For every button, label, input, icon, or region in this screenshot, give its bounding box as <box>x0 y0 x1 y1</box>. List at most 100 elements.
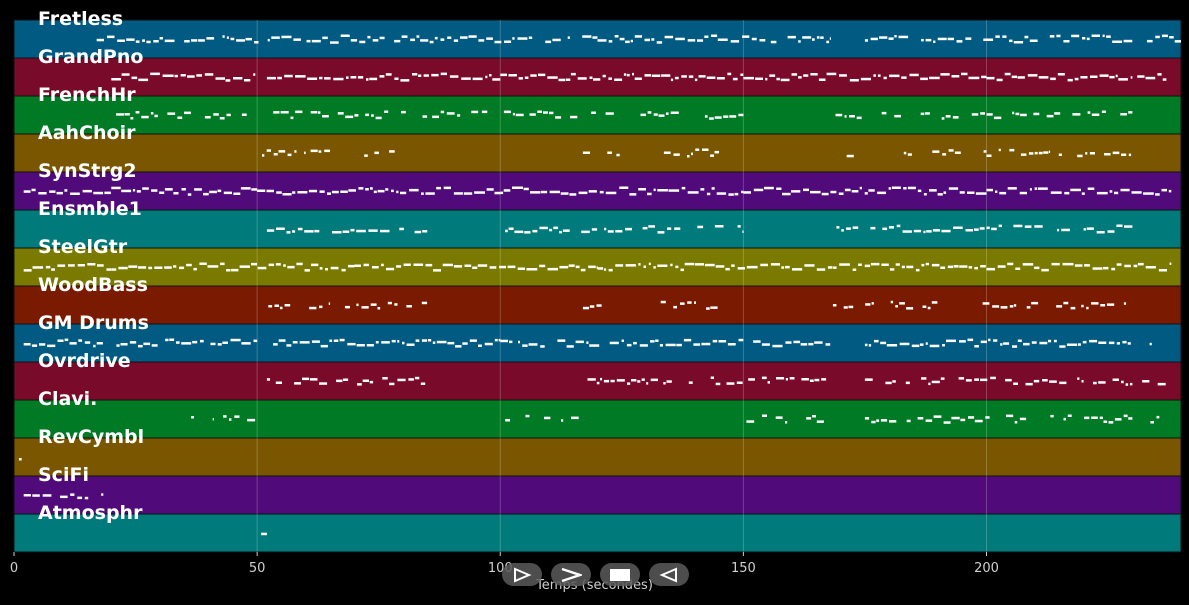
note <box>609 341 619 345</box>
note <box>234 415 240 418</box>
note <box>295 75 306 78</box>
note <box>106 268 112 271</box>
note <box>1062 262 1074 266</box>
note <box>277 76 282 80</box>
note <box>540 190 548 194</box>
note <box>347 342 356 346</box>
note <box>928 382 931 386</box>
note <box>1074 77 1079 81</box>
note <box>920 77 928 81</box>
note <box>539 264 546 268</box>
note <box>801 378 809 381</box>
note <box>51 268 55 271</box>
note <box>111 268 117 271</box>
note <box>1015 267 1021 270</box>
stop-button[interactable] <box>600 563 640 586</box>
note <box>517 267 525 270</box>
note <box>308 189 318 193</box>
note <box>124 113 130 116</box>
note <box>700 188 705 191</box>
note <box>374 151 379 155</box>
note <box>791 190 801 193</box>
note <box>389 382 395 386</box>
note <box>877 74 881 77</box>
note <box>588 190 597 193</box>
note <box>693 343 701 346</box>
note <box>431 73 439 77</box>
note <box>892 380 896 383</box>
note <box>179 266 185 270</box>
note <box>913 229 922 233</box>
note <box>640 113 646 117</box>
note <box>980 340 987 344</box>
note <box>136 190 141 193</box>
note <box>663 382 666 385</box>
note <box>587 378 596 381</box>
note <box>839 263 850 266</box>
note <box>1017 339 1022 342</box>
note <box>240 187 251 190</box>
note <box>267 38 270 42</box>
note <box>1034 225 1043 228</box>
note <box>32 266 44 269</box>
note <box>319 267 323 270</box>
note <box>1005 378 1012 382</box>
note <box>164 266 172 269</box>
note <box>462 342 468 345</box>
note <box>1120 188 1130 192</box>
note <box>339 338 345 342</box>
note <box>292 230 296 233</box>
note <box>1123 414 1128 418</box>
note <box>633 341 637 345</box>
note <box>615 230 623 233</box>
note <box>530 191 541 194</box>
note <box>463 192 473 195</box>
note <box>728 193 734 196</box>
note <box>413 263 424 266</box>
rewind-button[interactable] <box>649 563 689 586</box>
note <box>1059 345 1066 348</box>
note <box>716 192 727 195</box>
note <box>704 35 709 38</box>
note <box>889 268 895 271</box>
note <box>800 343 808 346</box>
note <box>1169 262 1172 265</box>
fast-forward-button[interactable] <box>551 563 591 586</box>
note <box>266 189 274 193</box>
note <box>886 344 898 347</box>
note <box>402 341 405 345</box>
note <box>104 191 111 195</box>
note <box>207 265 219 268</box>
track-band <box>13 475 1182 515</box>
note <box>262 154 265 157</box>
note <box>906 307 914 310</box>
note <box>1053 339 1057 343</box>
note <box>648 225 655 228</box>
note <box>464 264 472 267</box>
note <box>665 343 676 347</box>
note <box>664 35 674 39</box>
note <box>64 189 68 192</box>
note <box>856 116 862 120</box>
note <box>215 77 225 80</box>
note <box>135 40 140 43</box>
note <box>927 306 931 310</box>
note <box>319 305 323 309</box>
note <box>489 266 497 269</box>
note <box>199 262 207 265</box>
note <box>905 381 910 385</box>
note <box>670 78 674 82</box>
note <box>1070 188 1081 192</box>
note <box>1156 415 1160 419</box>
note <box>184 111 191 115</box>
note <box>276 227 285 230</box>
note <box>846 227 851 230</box>
note <box>381 341 390 344</box>
note <box>117 39 125 42</box>
note <box>295 110 303 114</box>
note <box>907 186 916 190</box>
note <box>540 345 545 348</box>
note <box>365 113 369 117</box>
play-button[interactable] <box>502 563 542 586</box>
note <box>991 227 997 231</box>
